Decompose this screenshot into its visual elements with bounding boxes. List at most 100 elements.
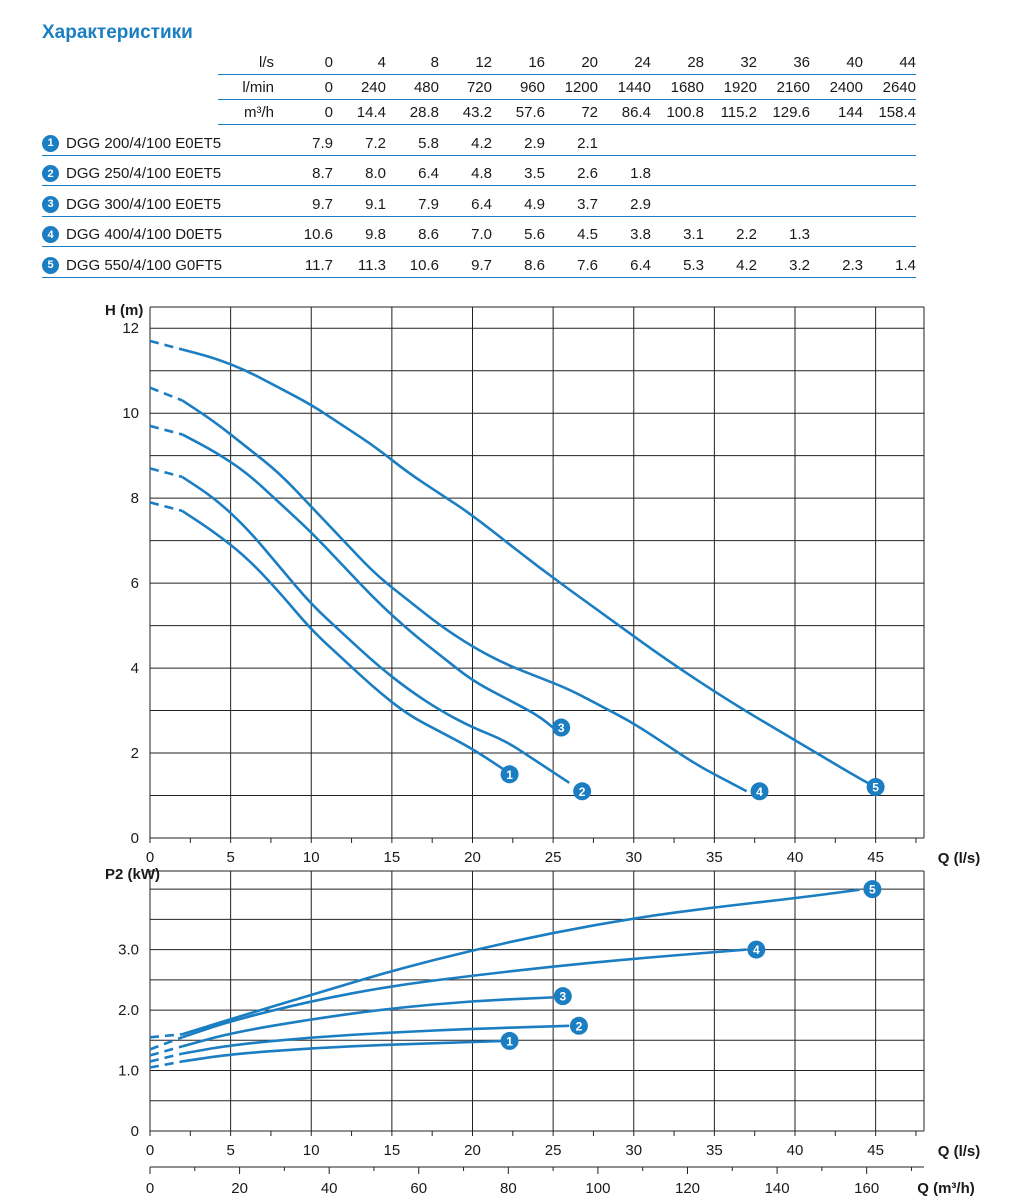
curve-1	[182, 1039, 505, 1063]
curve-badge-label: 5	[869, 883, 876, 897]
x2-tick-label: 120	[675, 1180, 700, 1196]
header-cell: 129.6	[772, 104, 810, 121]
head-value-cell: 7.9	[312, 134, 333, 152]
head-value-cell: 3.2	[789, 256, 810, 274]
header-cell: 1200	[564, 79, 598, 96]
header-cell: 28	[687, 54, 704, 71]
model-name: 4 DGG 400/4/100 D0ET5	[42, 226, 280, 246]
header-cell: 20	[581, 54, 598, 71]
curve-badge-2	[569, 1016, 588, 1035]
curve-1	[181, 509, 506, 772]
header-cell: 43.2	[462, 104, 492, 121]
header-cell: 960	[519, 79, 545, 96]
curve-badge-5	[863, 880, 882, 899]
curve-dashed-1	[149, 1060, 183, 1069]
x-tick-label: 35	[706, 1142, 723, 1159]
header-cell: 12	[475, 54, 492, 71]
header-cell: 57.6	[515, 104, 545, 121]
x-tick-label: 35	[706, 849, 723, 866]
model-number-badge: 5	[42, 256, 59, 274]
head-value-cell: 4.9	[524, 195, 545, 213]
x2-tick-label: 60	[410, 1180, 427, 1196]
head-value-cell: 2.6	[577, 165, 598, 182]
y-tick-label: 0	[131, 830, 139, 847]
x-tick-label: 5	[226, 1142, 234, 1159]
model-name-text: DGG 400/4/100 D0ET5	[66, 226, 222, 243]
x2-axis-label: Q (m³/h)	[917, 1180, 975, 1196]
x2-tick-label: 40	[321, 1180, 338, 1196]
head-value-cell: 11.7	[304, 256, 333, 274]
header-cell: 32	[740, 54, 757, 71]
curve-5	[181, 888, 860, 1036]
head-value-cell: 10.6	[303, 226, 333, 243]
model-name: 5 DGG 550/4/100 G0FT5	[42, 256, 280, 277]
x-tick-label: 0	[146, 849, 154, 866]
header-cell: 158.4	[878, 104, 916, 121]
curve-badge-label: 5	[872, 781, 879, 795]
model-name: 3 DGG 300/4/100 E0ET5	[42, 195, 280, 216]
header-cell: 1440	[617, 79, 651, 96]
y-tick-label: 12	[122, 320, 139, 337]
head-value-cell: 8.0	[365, 165, 386, 182]
head-value-cell: 9.7	[312, 195, 333, 213]
head-value-cell: 7.6	[577, 256, 598, 274]
characteristics-table: l/s 0 4 8 12 16 20 24 28 32 36 40 44 l/min 0 240 480 720 9…	[42, 50, 916, 278]
curve-badge-label: 3	[559, 990, 566, 1004]
x-tick-label: 15	[384, 1142, 401, 1159]
grid	[149, 306, 925, 843]
curve-4	[181, 399, 748, 793]
header-cell: 480	[413, 79, 439, 96]
model-name-text: DGG 200/4/100 E0ET5	[66, 134, 222, 152]
x-tick-label: 10	[303, 849, 320, 866]
header-cell: 144	[837, 104, 863, 121]
curve-dashed-3	[149, 1045, 183, 1057]
curve-dashed-4	[149, 1036, 183, 1051]
model-number-badge: 4	[42, 226, 59, 243]
head-value-cell: 1.8	[630, 165, 651, 182]
header-cell: 86.4	[621, 104, 651, 121]
header-cell: 1680	[670, 79, 704, 96]
curve-2	[182, 1024, 570, 1055]
unit-label: l/min	[242, 79, 274, 96]
head-value-cell: 7.0	[471, 226, 492, 243]
x-tick-label: 5	[226, 849, 234, 866]
head-value-cell: 3.5	[524, 165, 545, 182]
curve-3	[181, 996, 554, 1048]
head-value-cell: 7.2	[365, 134, 386, 152]
y-tick-label: 10	[122, 405, 139, 422]
header-cell: 14.4	[356, 104, 386, 121]
head-value-cell: 3.1	[683, 226, 704, 243]
head-value-cell: 4.8	[471, 165, 492, 182]
page-title: Характеристики	[42, 22, 193, 43]
y-tick-label: 2.0	[118, 1002, 139, 1019]
header-cell: 100.8	[666, 104, 704, 121]
head-value-cell: 7.9	[418, 195, 439, 213]
head-value-cell: 1.4	[895, 256, 916, 274]
head-value-cell: 2.3	[842, 256, 863, 274]
x2-tick-label: 160	[854, 1180, 879, 1196]
model-name-text: DGG 550/4/100 G0FT5	[66, 256, 222, 274]
header-cell: 24	[634, 54, 651, 71]
header-cell: 36	[793, 54, 810, 71]
header-cell: 0	[324, 79, 333, 96]
curve-dashed-2	[149, 467, 183, 479]
head-value-cell: 11.3	[357, 256, 386, 274]
x2-tick-label: 20	[231, 1180, 248, 1196]
head-value-cell: 8.7	[312, 165, 333, 182]
x2-tick-label: 140	[765, 1180, 790, 1196]
curve-badge-3	[552, 718, 571, 737]
x-tick-label: 45	[867, 1142, 884, 1159]
head-value-cell: 4.2	[471, 134, 492, 152]
curve-dashed-2	[149, 1052, 183, 1063]
head-value-cell: 9.7	[471, 256, 492, 274]
x-tick-label: 20	[464, 849, 481, 866]
curve-badge-label: 1	[506, 1034, 513, 1048]
table-row: 1 DGG 200/4/100 E0ET5 7.9 7.2 5.8 4.2 2.9 2.1	[42, 125, 916, 156]
curve-badge-4	[747, 940, 766, 959]
header-cell: 2400	[829, 79, 863, 96]
x-tick-label: 15	[384, 849, 401, 866]
header-cell: 2160	[776, 79, 810, 96]
curve-badge-5	[866, 778, 885, 797]
curve-badge-2	[573, 782, 592, 801]
curve-badge-label: 2	[576, 1019, 583, 1033]
